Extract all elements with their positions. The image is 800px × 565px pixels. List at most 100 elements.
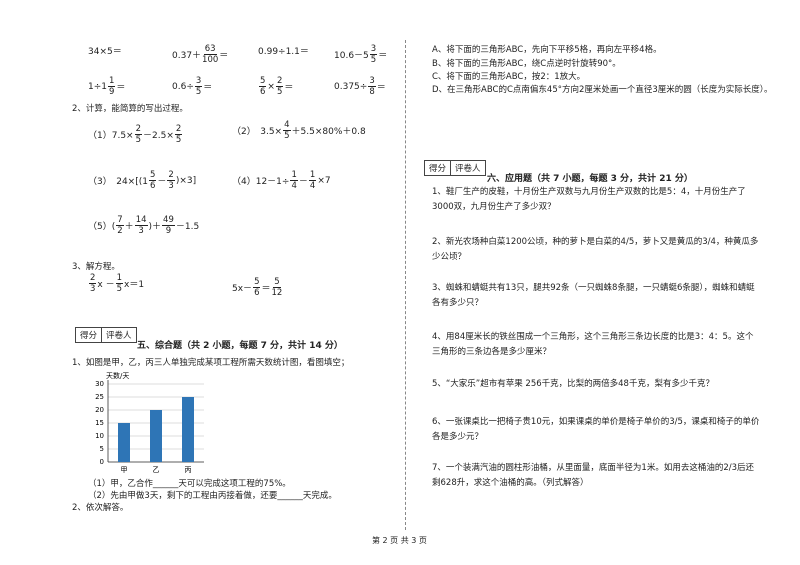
question: （1）甲，乙合作______天可以完成这项工程的75%。 <box>88 479 291 489</box>
expression: （1）7.5× 2 5 －2.5× 2 5 <box>88 124 183 145</box>
expr-text: － <box>298 177 308 187</box>
denominator: 9 <box>165 226 172 236</box>
expr-text: ＝ <box>261 284 271 294</box>
numerator: 5 <box>148 170 157 181</box>
expr-text: ＋5.5×80%＋0.8 <box>291 127 366 137</box>
expr-text: ＝ <box>219 51 229 61</box>
expr-text: 1÷1 <box>88 81 107 92</box>
denominator: 5 <box>135 135 142 145</box>
numerator: 14 <box>134 215 148 226</box>
numerator: 3 <box>369 44 378 55</box>
expression: 0.375÷ 3 8 ＝ <box>334 76 386 97</box>
grader-label: 评卷人 <box>106 331 132 341</box>
fraction: 49 9 <box>162 215 175 236</box>
column-divider <box>405 40 406 530</box>
numerator: 5 <box>273 277 281 288</box>
bar <box>182 397 194 462</box>
denominator: 2 <box>117 226 123 236</box>
expr-text: （5）( <box>88 222 116 232</box>
expr-text: ＝ <box>203 83 213 93</box>
expr-text: （3） 24×[(1 <box>88 177 148 187</box>
numerator: 1 <box>115 273 124 284</box>
problem: 7、一个装满汽油的圆柱形油桶，从里面量，底面半径为1米。如用去这桶油的2/3后还… <box>432 463 754 488</box>
expression: （5）(7 2 ＋ 14 3)＋ 49 9 －1.5 <box>88 215 199 236</box>
fraction: 14 3 <box>134 215 148 236</box>
expr-text: 0.375÷ <box>334 81 368 92</box>
expr-text: （4）12－1÷ <box>232 177 290 187</box>
denominator: 5 <box>276 87 283 97</box>
expr-text: ＝ <box>376 83 386 93</box>
question: 2、依次解答。 <box>72 503 129 513</box>
expr-text: ＝ <box>284 83 294 93</box>
x-tick-label: 丙 <box>185 466 192 474</box>
denominator: 12 <box>271 288 283 298</box>
fraction: 5 12 <box>272 277 283 298</box>
numerator: 3 <box>368 76 376 87</box>
problem: 5、“大家乐”超市有苹果 256千克，比梨的两倍多48千克，梨有多少千克？ <box>432 379 714 389</box>
denominator: 4 <box>291 181 297 191</box>
numerator: 2 <box>134 124 143 135</box>
instruction: C、将下面的三角形ABC，按2：1放大。 <box>432 72 586 82</box>
expr-text: × <box>267 81 275 92</box>
section-title: 六、应用题（共 7 小题，每题 3 分，共计 21 分） <box>487 174 693 184</box>
expression: 0.99÷1.1＝ <box>258 44 309 57</box>
question-title: 3、解方程。 <box>72 262 120 272</box>
denominator: 3 <box>138 226 144 236</box>
denominator: 3 <box>90 284 96 294</box>
numerator: 2 <box>89 273 97 284</box>
numerator: 1 <box>108 76 116 87</box>
problem: 3、蜘蛛和蜻蜓共有13只，腿共92条（一只蜘蛛8条腿，一只蜻蜓6条腿），蜘蛛和蜻… <box>432 283 755 308</box>
question: 1、如图是甲，乙，丙三人单独完成某项工程所需天数统计图，看图填空； <box>72 358 350 368</box>
section-title: 五、综合题（共 2 小题，每题 7 分，共计 14 分） <box>137 341 343 351</box>
problem: 1、鞋厂生产的皮鞋，十月份生产双数与九月份生产双数的比是5：4，十月份生产了30… <box>432 187 746 212</box>
denominator: 6 <box>254 288 260 298</box>
y-tick-label: 5 <box>100 445 104 453</box>
expression: 34×5＝ <box>88 44 122 57</box>
x-tick-label: 乙 <box>153 466 160 474</box>
denominator: 5 <box>195 87 202 97</box>
denominator: 9 <box>109 87 115 97</box>
denominator: 3 <box>168 181 174 191</box>
numerator: 5 <box>259 76 267 87</box>
numerator: 49 <box>162 215 175 226</box>
denominator: 8 <box>369 87 375 97</box>
expression: 0.37＋ 63 100 ＝ <box>172 44 228 65</box>
expr-text: )＋ <box>148 222 162 232</box>
expr-text: ＋ <box>124 222 134 232</box>
score-label: 得分 <box>425 161 452 175</box>
expr-text: 0.99÷1.1＝ <box>258 47 309 57</box>
bar-chart: 天数/天 0 5 10 15 20 25 30 甲 乙 丙 <box>95 371 204 474</box>
problem: 4、用84厘米长的铁丝围成一个三角形，这个三角形三条边长度的比是3：4：5。这个… <box>432 332 754 357</box>
denominator: 6 <box>260 87 266 97</box>
y-tick-label: 10 <box>95 432 104 440</box>
denominator: 5 <box>175 135 182 145</box>
expression: （2） 3.5× 4 5 ＋5.5×80%＋0.8 <box>232 120 366 141</box>
numerator: 2 <box>167 170 175 181</box>
y-tick-label: 20 <box>95 406 104 414</box>
expression: （4）12－1÷ 1 4 － 1 4 ×7 <box>232 170 331 191</box>
expr-text: )×3] <box>175 175 197 186</box>
expr-text: ＝ <box>116 83 126 93</box>
expression: （3） 24×[(1 5 6 － 2 3)×3] <box>88 170 196 191</box>
expr-text: －1.5 <box>175 222 200 232</box>
expr-text: － <box>157 177 167 187</box>
expr-text: x － <box>97 280 115 290</box>
expr-text: 0.37＋ <box>172 51 202 61</box>
numerator: 7 <box>116 215 124 226</box>
denominator: 5 <box>116 284 123 294</box>
fraction: 63 100 <box>202 44 218 65</box>
